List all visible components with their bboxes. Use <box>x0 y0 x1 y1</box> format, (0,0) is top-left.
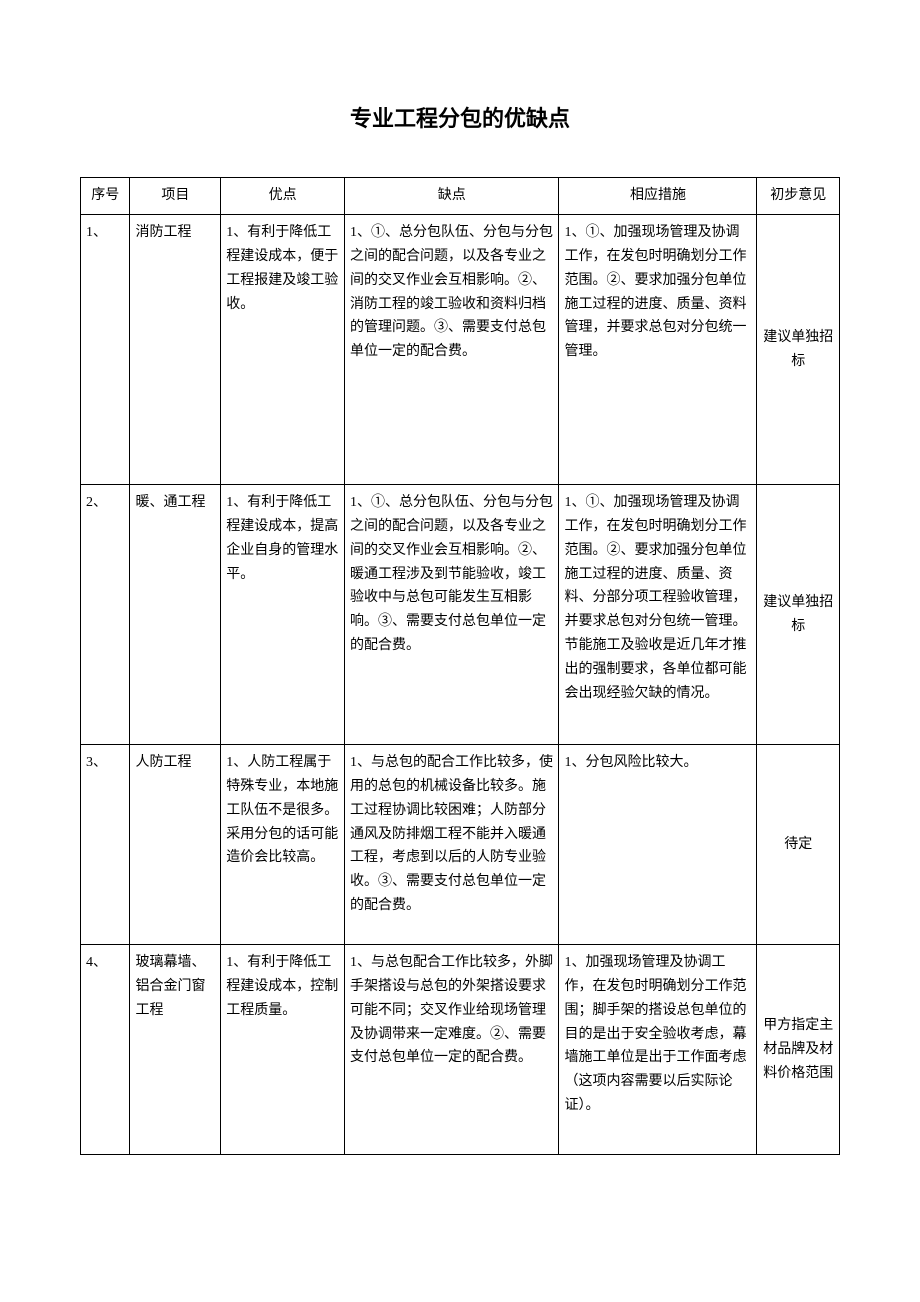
cell-disadvantage: 1、与总包配合工作比较多，外脚手架搭设与总包的外架搭设要求可能不同；交叉作业给现… <box>344 945 559 1155</box>
cell-measure: 1、①、加强现场管理及协调工作，在发包时明确划分工作范围。②、要求加强分包单位施… <box>559 485 757 745</box>
header-advantage: 优点 <box>221 178 345 215</box>
cell-opinion: 建议单独招标 <box>757 485 840 745</box>
cell-seq: 2、 <box>81 485 130 745</box>
cell-item: 人防工程 <box>130 745 221 945</box>
cell-item: 消防工程 <box>130 215 221 485</box>
cell-seq: 1、 <box>81 215 130 485</box>
header-disadvantage: 缺点 <box>344 178 559 215</box>
cell-item: 玻璃幕墙、铝合金门窗工程 <box>130 945 221 1155</box>
header-opinion: 初步意见 <box>757 178 840 215</box>
cell-seq: 4、 <box>81 945 130 1155</box>
cell-measure: 1、加强现场管理及协调工作，在发包时明确划分工作范围；脚手架的搭设总包单位的目的… <box>559 945 757 1155</box>
header-measure: 相应措施 <box>559 178 757 215</box>
cell-opinion: 建议单独招标 <box>757 215 840 485</box>
cell-disadvantage: 1、与总包的配合工作比较多，使用的总包的机械设备比较多。施工过程协调比较困难；人… <box>344 745 559 945</box>
header-seq: 序号 <box>81 178 130 215</box>
cell-opinion: 待定 <box>757 745 840 945</box>
table-header-row: 序号 项目 优点 缺点 相应措施 初步意见 <box>81 178 840 215</box>
cell-item: 暖、通工程 <box>130 485 221 745</box>
cell-opinion: 甲方指定主材品牌及材料价格范围 <box>757 945 840 1155</box>
table-row: 1、 消防工程 1、有利于降低工程建设成本，便于工程报建及竣工验收。 1、①、总… <box>81 215 840 485</box>
table-row: 3、 人防工程 1、人防工程属于特殊专业，本地施工队伍不是很多。采用分包的话可能… <box>81 745 840 945</box>
cell-advantage: 1、有利于降低工程建设成本，提高企业自身的管理水平。 <box>221 485 345 745</box>
cell-disadvantage: 1、①、总分包队伍、分包与分包之间的配合问题，以及各专业之间的交叉作业会互相影响… <box>344 215 559 485</box>
table-row: 4、 玻璃幕墙、铝合金门窗工程 1、有利于降低工程建设成本，控制工程质量。 1、… <box>81 945 840 1155</box>
cell-seq: 3、 <box>81 745 130 945</box>
header-item: 项目 <box>130 178 221 215</box>
cell-measure: 1、①、加强现场管理及协调工作，在发包时明确划分工作范围。②、要求加强分包单位施… <box>559 215 757 485</box>
cell-advantage: 1、有利于降低工程建设成本，控制工程质量。 <box>221 945 345 1155</box>
cell-advantage: 1、人防工程属于特殊专业，本地施工队伍不是很多。采用分包的话可能造价会比较高。 <box>221 745 345 945</box>
cell-measure: 1、分包风险比较大。 <box>559 745 757 945</box>
table-row: 2、 暖、通工程 1、有利于降低工程建设成本，提高企业自身的管理水平。 1、①、… <box>81 485 840 745</box>
page-title: 专业工程分包的优缺点 <box>80 100 840 137</box>
subcontract-table: 序号 项目 优点 缺点 相应措施 初步意见 1、 消防工程 1、有利于降低工程建… <box>80 177 840 1155</box>
cell-disadvantage: 1、①、总分包队伍、分包与分包之间的配合问题，以及各专业之间的交叉作业会互相影响… <box>344 485 559 745</box>
cell-advantage: 1、有利于降低工程建设成本，便于工程报建及竣工验收。 <box>221 215 345 485</box>
